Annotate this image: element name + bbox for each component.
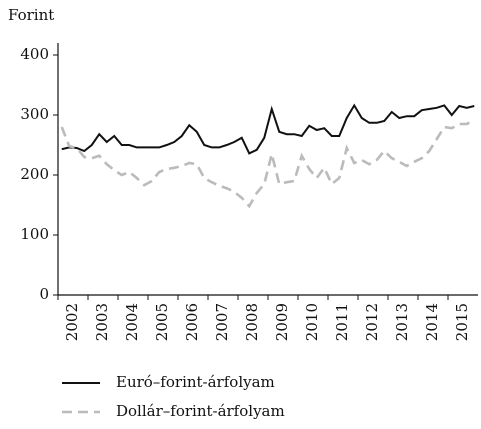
x-tick-label: 2014 — [423, 303, 441, 341]
legend-label: Dollár–forint-árfolyam — [116, 402, 285, 420]
x-tick-label: 2008 — [243, 303, 261, 341]
series-line — [61, 103, 475, 155]
x-tick-label: 2006 — [183, 303, 201, 341]
x-tick-label: 2007 — [213, 303, 231, 341]
y-tick-label: 400 — [20, 45, 49, 63]
series-line — [60, 118, 475, 209]
legend-label: Euró–forint-árfolyam — [116, 373, 275, 391]
x-tick-label: 2002 — [63, 303, 81, 341]
x-tick-label: 2011 — [333, 303, 351, 341]
x-tick-label: 2004 — [123, 303, 141, 341]
y-tick-label: 100 — [20, 225, 49, 243]
y-tick-label: 200 — [20, 165, 49, 183]
y-axis-label: Forint — [8, 6, 54, 24]
x-tick-label: 2003 — [93, 303, 111, 341]
x-tick-label: 2010 — [303, 303, 321, 341]
x-tick-label: 2012 — [363, 303, 381, 341]
x-tick-label: 2013 — [393, 303, 411, 341]
x-tick-label: 2015 — [453, 303, 471, 341]
x-tick-label: 2009 — [273, 303, 291, 341]
y-tick-label: 300 — [20, 105, 49, 123]
x-tick-label: 2005 — [153, 303, 171, 341]
y-tick-label: 0 — [39, 285, 49, 303]
